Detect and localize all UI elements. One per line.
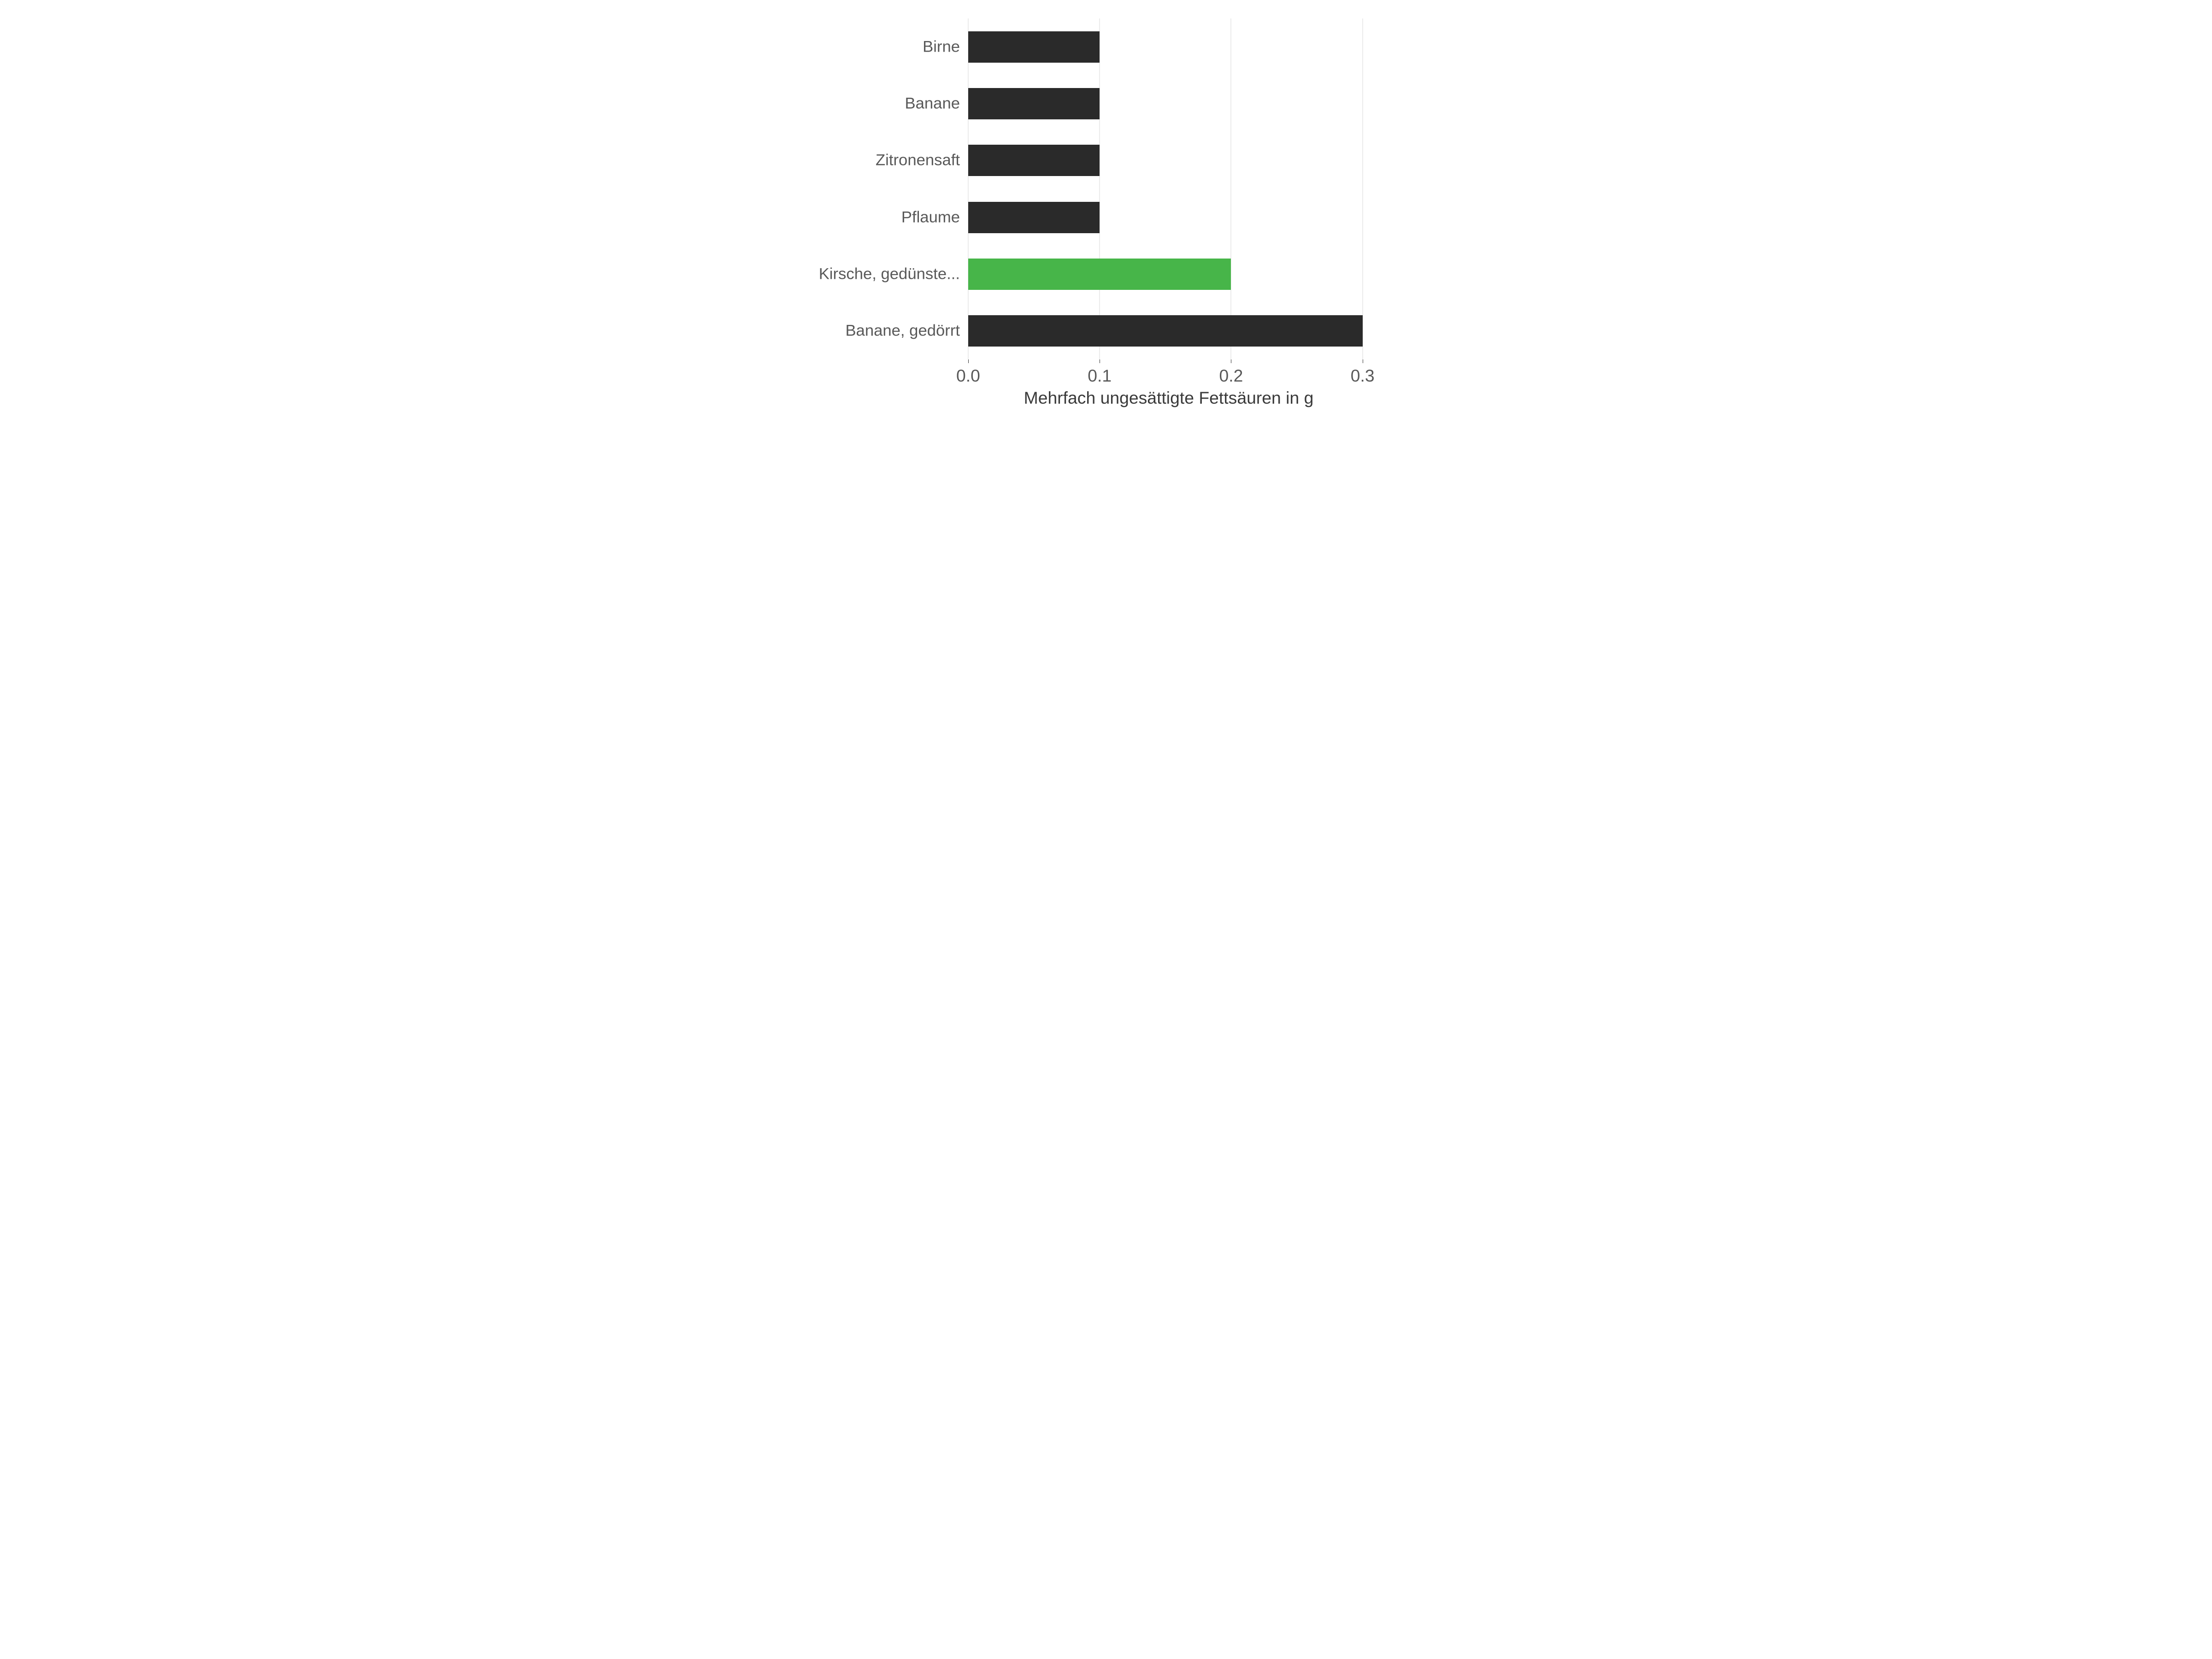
y-axis-label: Banane: [905, 95, 969, 113]
grid-line: [1362, 18, 1363, 359]
plot-area: 0.00.10.20.3BirneBananeZitronensaftPflau…: [968, 18, 1369, 359]
x-tick-label: 0.0: [956, 359, 980, 386]
grid-line: [1230, 18, 1231, 359]
grid-line: [968, 18, 969, 359]
bar: [968, 315, 1363, 347]
bar: [968, 31, 1100, 63]
x-tick-label: 0.2: [1219, 359, 1243, 386]
bar-highlighted: [968, 259, 1231, 290]
bar: [968, 202, 1100, 233]
y-axis-label: Birne: [923, 38, 968, 56]
y-axis-label: Banane, gedörrt: [845, 322, 968, 340]
grid-line: [1099, 18, 1100, 359]
x-tick-label: 0.3: [1351, 359, 1375, 386]
y-axis-label: Pflaume: [901, 208, 968, 226]
chart-container: 0.0 0.1 0.2 0.3 Birne Banane Zitronensaft Pflau…: [830, 0, 1382, 415]
y-axis-label: Zitronensaft: [876, 152, 968, 170]
bar: [968, 88, 1100, 119]
x-axis-title: Mehrfach ungesättigte Fettsäuren in g: [1024, 388, 1314, 408]
x-tick-label: 0.1: [1088, 359, 1112, 386]
y-axis-label: Kirsche, gedünste...: [819, 265, 968, 283]
bar: [968, 145, 1100, 176]
